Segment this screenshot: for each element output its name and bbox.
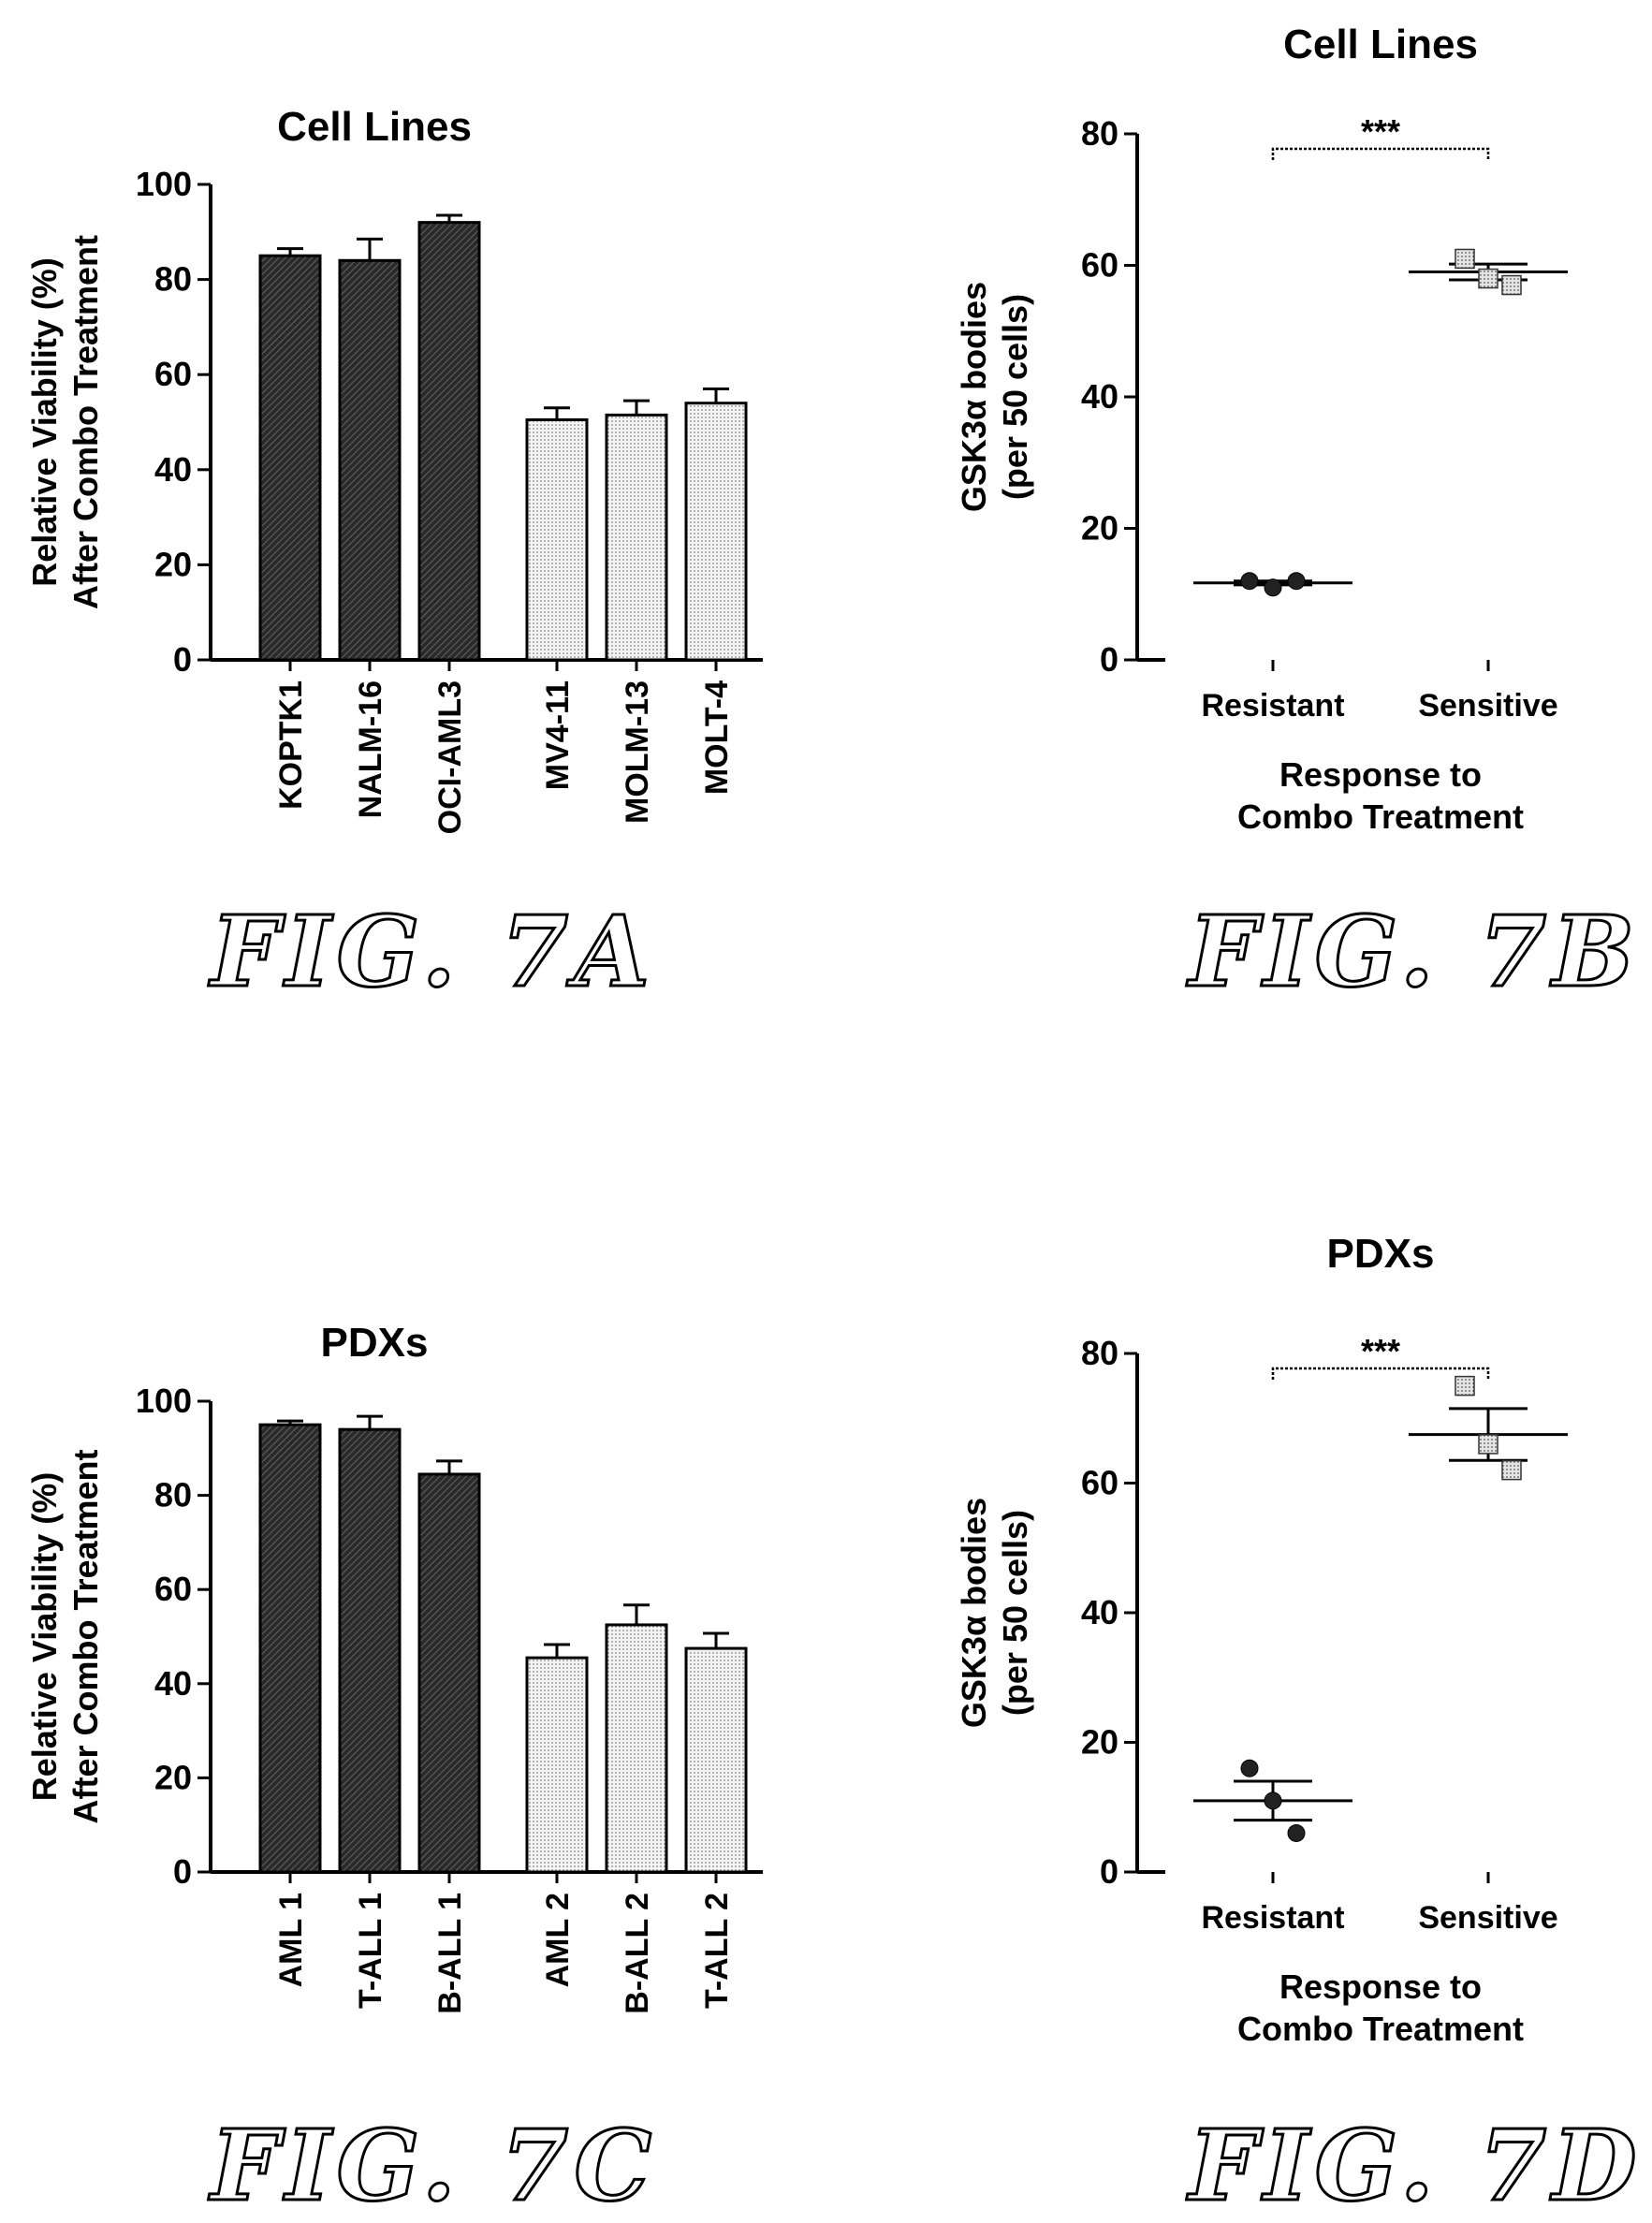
c-category-label: AML 1 — [273, 1893, 309, 1987]
c-ytick-label: 80 — [154, 1476, 192, 1514]
b-data-point — [1287, 572, 1306, 591]
figure-7c-panel: PDXs Relative Viability (%) After Combo Tr… — [0, 1108, 824, 2223]
d-category-label: Sensitive — [1418, 1900, 1557, 1936]
d-ytick-label: 40 — [1081, 1593, 1118, 1631]
d-ytick-label: 80 — [1081, 1334, 1118, 1372]
figure-label-7d: FIG. 7D — [1188, 2107, 1643, 2223]
a-category-label: MOLT-4 — [699, 680, 735, 795]
figure-label-7a: FIG. 7A — [209, 893, 656, 1011]
a-bar — [684, 402, 748, 662]
c-category-label: B-ALL 1 — [432, 1893, 468, 2014]
d-xlabel-line2: Combo Treatment — [1237, 2010, 1524, 2048]
a-bar — [258, 254, 322, 662]
b-category-label: Sensitive — [1418, 688, 1557, 724]
c-bar — [417, 1472, 481, 1874]
b-ytick-label: 60 — [1081, 246, 1118, 285]
d-ylabel-line2: (per 50 cells) — [996, 1510, 1034, 1716]
a-ytick-label: 60 — [154, 355, 192, 393]
chart-7c-bar-chart: PDXs Relative Viability (%) After Combo Tr… — [25, 1320, 763, 2014]
c-category-label: AML 2 — [540, 1893, 576, 1987]
b-ylabel-line1: GSK3α bodies — [955, 282, 993, 512]
d-data-point — [1287, 1823, 1306, 1842]
a-title: Cell Lines — [277, 104, 472, 150]
d-data-point — [1455, 1375, 1475, 1397]
a-ytick-label: 40 — [154, 450, 192, 489]
d-ytick-label: 60 — [1081, 1464, 1118, 1502]
c-category-label: T-ALL 1 — [353, 1893, 388, 2009]
figure-label-7b: FIG. 7B — [1187, 893, 1641, 1011]
figure-label-7c: FIG. 7C — [209, 2107, 658, 2223]
d-title: PDXs — [1327, 1231, 1435, 1277]
b-ytick-label: 20 — [1081, 509, 1118, 548]
c-category-label: B-ALL 2 — [620, 1893, 655, 2014]
figure-7a-panel: Cell Lines Relative Viability (%) After Co… — [0, 0, 824, 1108]
d-data-point — [1501, 1459, 1522, 1481]
b-significance-bracket — [1271, 147, 1490, 160]
a-ylabel-line2: After Combo Treatment — [66, 235, 105, 609]
b-title: Cell Lines — [1283, 22, 1478, 67]
c-bar — [684, 1646, 748, 1874]
b-ytick-label: 80 — [1081, 114, 1118, 153]
c-bar — [258, 1423, 322, 1874]
d-data-point — [1240, 1759, 1259, 1777]
a-bar — [525, 417, 589, 662]
b-significance-label: *** — [1361, 112, 1400, 151]
a-ytick-label: 100 — [136, 165, 192, 203]
d-ytick-label: 0 — [1100, 1852, 1118, 1891]
a-ytick-label: 80 — [154, 260, 192, 299]
b-data-point — [1455, 248, 1475, 270]
chart-7b-scatter-chart: Cell Lines GSK3α bodies (per 50 cells) 0 20 4… — [955, 22, 1568, 836]
a-category-label: MV4-11 — [540, 680, 576, 790]
a-category-label: NALM-16 — [353, 680, 388, 818]
d-data-point — [1478, 1434, 1498, 1455]
b-ytick-label: 40 — [1081, 377, 1118, 416]
d-data-point — [1264, 1792, 1282, 1810]
a-bar — [605, 413, 668, 662]
c-ytick-label: 40 — [154, 1664, 192, 1703]
c-title: PDXs — [321, 1320, 429, 1366]
c-ylabel-line1: Relative Viability (%) — [25, 1472, 64, 1801]
c-bar — [338, 1427, 402, 1874]
c-bar — [605, 1623, 668, 1874]
c-ylabel-line2: After Combo Treatment — [66, 1449, 105, 1823]
a-ytick-label: 0 — [173, 640, 192, 679]
b-data-point — [1264, 578, 1282, 597]
c-ytick-label: 20 — [154, 1758, 192, 1796]
a-ytick-label: 20 — [154, 545, 192, 583]
d-significance-bracket — [1271, 1367, 1490, 1380]
c-ytick-label: 60 — [154, 1570, 192, 1608]
a-category-label: KOPTK1 — [273, 680, 309, 810]
b-ytick-label: 0 — [1100, 640, 1118, 679]
b-xlabel-line2: Combo Treatment — [1237, 797, 1524, 836]
figure-7b-panel: Cell Lines GSK3α bodies (per 50 cells) 0 20 4… — [824, 0, 1647, 1108]
a-category-label: OCI-AML3 — [432, 680, 468, 834]
figure-7d-panel: PDXs GSK3α bodies (per 50 cells) 0 20 40 60 80 R… — [824, 1108, 1647, 2223]
a-ylabel-line1: Relative Viability (%) — [25, 257, 64, 586]
c-category-label: T-ALL 2 — [699, 1893, 735, 2009]
a-category-label: MOLM-13 — [620, 680, 655, 824]
d-significance-label: *** — [1361, 1332, 1400, 1370]
d-ytick-label: 20 — [1081, 1723, 1118, 1762]
d-ylabel-line1: GSK3α bodies — [955, 1498, 993, 1728]
chart-7a-bar-chart: Cell Lines Relative Viability (%) After Co… — [25, 104, 763, 834]
c-ytick-label: 100 — [136, 1382, 192, 1420]
b-category-label: Resistant — [1201, 688, 1344, 724]
b-ylabel-line2: (per 50 cells) — [996, 294, 1034, 500]
chart-7d-scatter-chart: PDXs GSK3α bodies (per 50 cells) 0 20 40 60 80 R… — [955, 1231, 1568, 2048]
b-xlabel-line1: Response to — [1279, 755, 1482, 794]
b-data-point — [1478, 268, 1498, 289]
b-data-point — [1240, 572, 1259, 591]
a-bar — [417, 221, 481, 662]
c-bar — [525, 1656, 589, 1874]
b-data-point — [1501, 274, 1522, 296]
a-bar — [338, 258, 402, 662]
d-xlabel-line1: Response to — [1279, 1967, 1482, 2006]
c-ytick-label: 0 — [173, 1852, 192, 1891]
d-category-label: Resistant — [1201, 1900, 1344, 1936]
